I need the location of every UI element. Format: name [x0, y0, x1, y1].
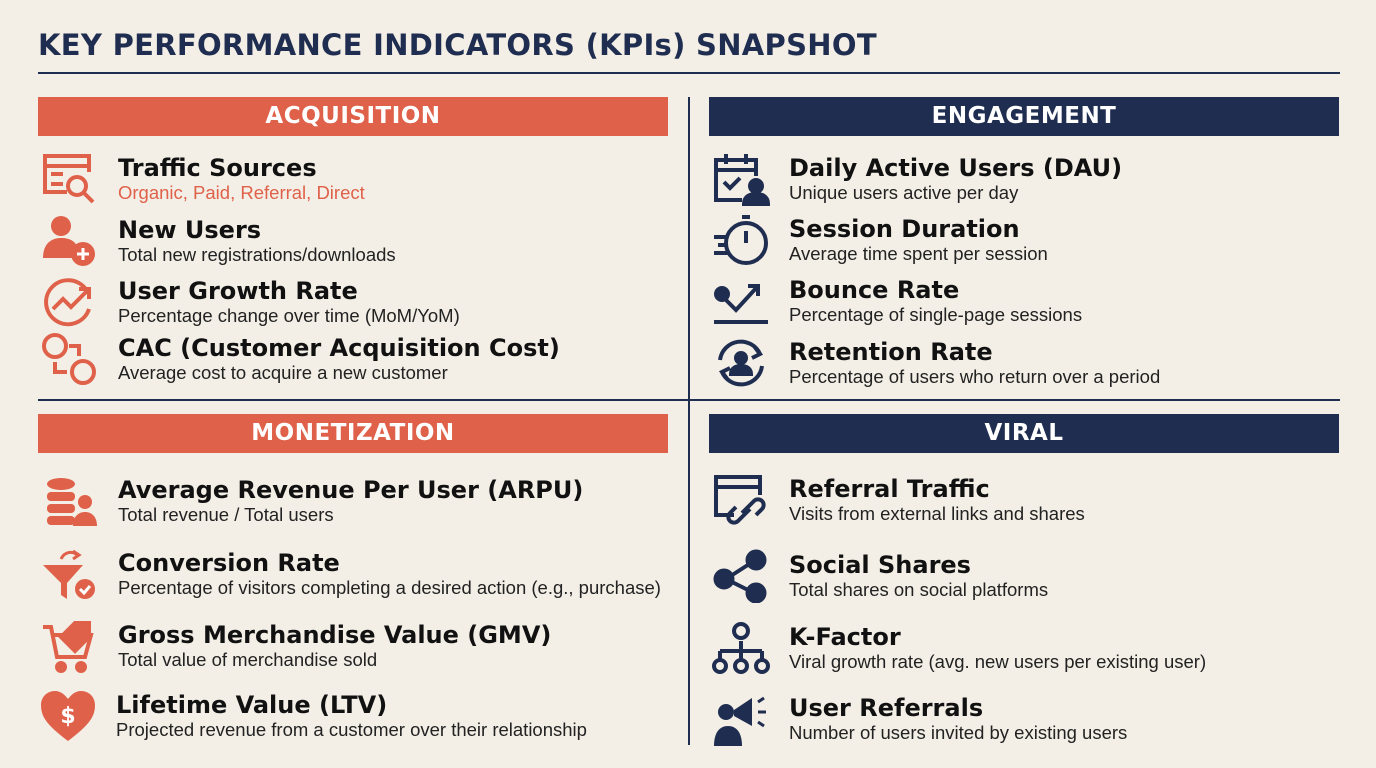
kpi-desc: Total shares on social platforms — [789, 579, 1049, 600]
kpi-title: CAC (Customer Acquisition Cost) — [118, 334, 560, 362]
title-divider — [38, 72, 1340, 74]
kpi-item: Retention Rate Percentage of users who re… — [709, 335, 1160, 391]
svg-text:$: $ — [60, 704, 75, 729]
kpi-item: New Users Total new registrations/downloa… — [38, 213, 396, 269]
kpi-desc: Visits from external links and shares — [789, 503, 1085, 524]
section-header: ENGAGEMENT — [709, 97, 1339, 136]
bounce-arrow-icon — [709, 273, 773, 329]
kpi-item: K-Factor Viral growth rate (avg. new user… — [709, 620, 1206, 676]
megaphone-user-icon — [709, 691, 773, 747]
kpi-title: Conversion Rate — [118, 549, 340, 577]
user-add-icon — [38, 213, 102, 269]
horizontal-divider — [38, 399, 1340, 401]
retention-cycle-icon — [709, 335, 773, 391]
cart-tag-icon — [38, 618, 102, 674]
section-viral: VIRAL Referral Traffic Visits from extern… — [709, 414, 1339, 749]
kpi-desc: Average time spent per session — [789, 243, 1048, 264]
kpi-desc: Number of users invited by existing user… — [789, 722, 1128, 743]
kpi-title: Social Shares — [789, 551, 971, 579]
kpi-item: Referral Traffic Visits from external lin… — [709, 472, 1085, 528]
vertical-divider — [688, 97, 690, 745]
growth-arrow-icon — [38, 274, 102, 330]
kpi-desc: Unique users active per day — [789, 182, 1019, 203]
section-acquisition: ACQUISITION Traffic Sources Organic, Paid… — [38, 97, 668, 397]
kpi-desc: Percentage change over time (MoM/YoM) — [118, 305, 460, 326]
kpi-title: User Growth Rate — [118, 277, 358, 305]
kpi-title: New Users — [118, 216, 262, 244]
kpi-desc: Percentage of single-page sessions — [789, 304, 1083, 325]
kpi-item: Gross Merchandise Value (GMV) Total value… — [38, 618, 551, 674]
social-share-icon — [709, 548, 773, 604]
kpi-title: Gross Merchandise Value (GMV) — [118, 621, 552, 649]
kpi-title: Lifetime Value (LTV) — [116, 691, 388, 719]
kpi-desc: Average cost to acquire a new customer — [118, 362, 448, 383]
kpi-title: Traffic Sources — [118, 154, 317, 182]
kpi-desc: Total new registrations/downloads — [118, 244, 396, 265]
kpi-item: User Growth Rate Percentage change over t… — [38, 274, 460, 330]
section-header: ACQUISITION — [38, 97, 668, 136]
section-header: VIRAL — [709, 414, 1339, 453]
kpi-item: CAC (Customer Acquisition Cost) Average c… — [38, 331, 560, 387]
section-monetization: MONETIZATION Average Revenue Per User (A… — [38, 414, 668, 749]
section-engagement: ENGAGEMENT Daily Active Users (DAU) Uniqu… — [709, 97, 1339, 397]
kpi-desc: Percentage of users who return over a pe… — [789, 366, 1161, 387]
kpi-title: Retention Rate — [789, 338, 993, 366]
kpi-item: Social Shares Total shares on social plat… — [709, 548, 1048, 604]
kpi-title: Session Duration — [789, 215, 1020, 243]
kpi-desc: Viral growth rate (avg. new users per ex… — [789, 651, 1207, 672]
heart-dollar-icon: $ — [36, 688, 100, 744]
kpi-item: Bounce Rate Percentage of single-page ses… — [709, 273, 1082, 329]
kpi-item: $ Lifetime Value (LTV) Projected revenue … — [36, 688, 587, 744]
dollar-user-icon — [38, 331, 102, 387]
kpi-item: User Referrals Number of users invited by… — [709, 691, 1127, 747]
page-title: KEY PERFORMANCE INDICATORS (KPIs) SNAPSH… — [38, 28, 877, 62]
kpi-desc: Total value of merchandise sold — [118, 649, 378, 670]
kpi-item: Traffic Sources Organic, Paid, Referral, … — [38, 151, 365, 207]
kpi-desc: Total revenue / Total users — [118, 504, 334, 525]
kpi-title: Average Revenue Per User (ARPU) — [118, 476, 584, 504]
funnel-check-icon — [38, 546, 102, 602]
browser-link-icon — [709, 472, 773, 528]
network-users-icon — [709, 620, 773, 676]
kpi-desc: Projected revenue from a customer over t… — [116, 719, 587, 740]
stopwatch-icon — [709, 212, 773, 268]
kpi-item: Daily Active Users (DAU) Unique users act… — [709, 151, 1122, 207]
kpi-desc: Organic, Paid, Referral, Direct — [118, 182, 365, 203]
kpi-title: Daily Active Users (DAU) — [789, 154, 1123, 182]
kpi-title: User Referrals — [789, 694, 984, 722]
kpi-item: Conversion Rate Percentage of visitors co… — [38, 546, 661, 602]
kpi-title: Referral Traffic — [789, 475, 990, 503]
kpi-desc: Percentage of visitors completing a desi… — [118, 577, 661, 598]
kpi-item: Average Revenue Per User (ARPU) Total rev… — [38, 473, 583, 529]
kpi-title: Bounce Rate — [789, 276, 960, 304]
traffic-search-icon — [38, 151, 102, 207]
calendar-user-icon — [709, 151, 773, 207]
coins-user-icon — [38, 473, 102, 529]
kpi-title: K-Factor — [789, 623, 901, 651]
section-header: MONETIZATION — [38, 414, 668, 453]
kpi-item: Session Duration Average time spent per s… — [709, 212, 1048, 268]
